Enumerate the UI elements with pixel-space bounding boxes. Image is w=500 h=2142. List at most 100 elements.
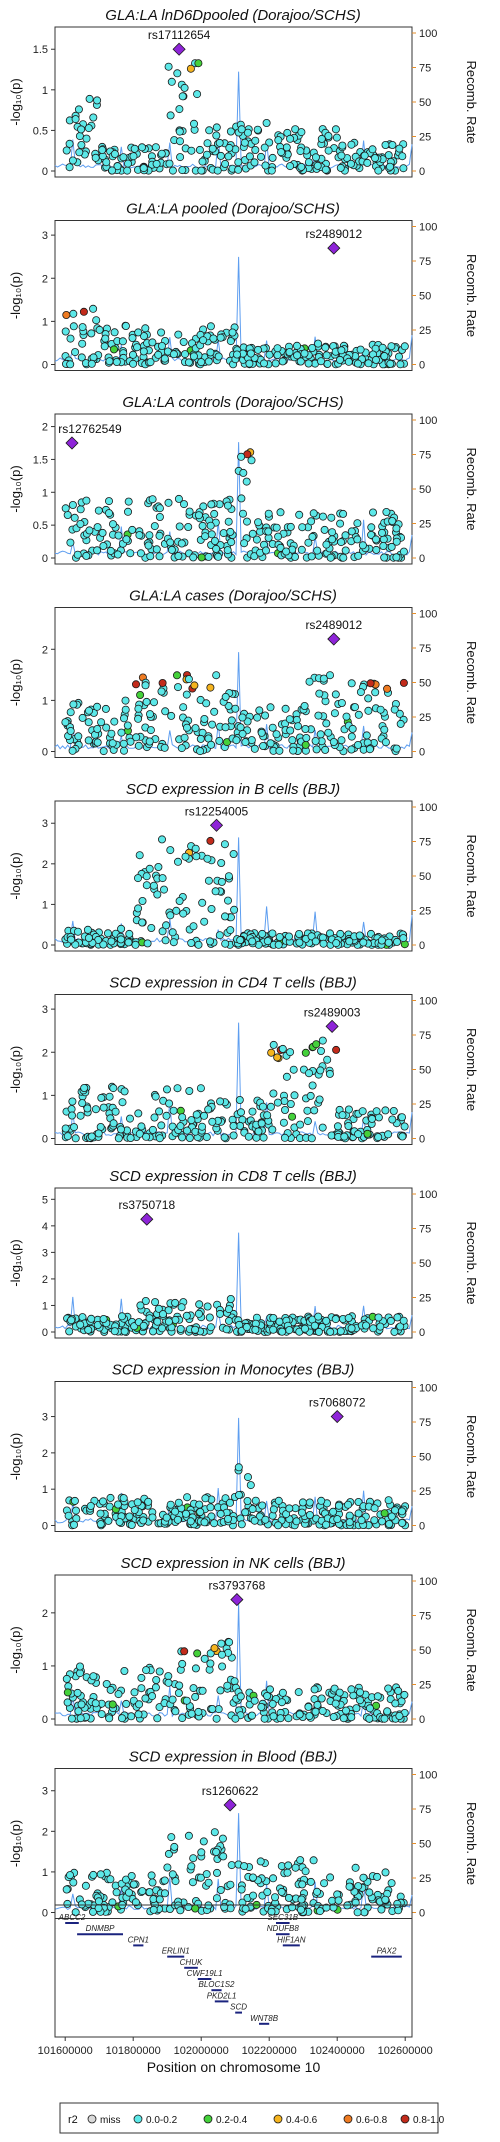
snp-point — [272, 523, 281, 532]
snp-point — [227, 716, 236, 725]
snp-point — [191, 1904, 200, 1913]
r2-legend: r2 miss 0.0-0.2 0.2-0.4 0.4-0.6 0.6-0.8 0.8-1.… — [59, 2102, 445, 2134]
gene-label: BLOC1S2 — [198, 1980, 235, 1989]
right-axis-label: Recomb. Rate — [464, 1221, 479, 1304]
snp-point — [347, 679, 356, 688]
snp-point — [167, 711, 176, 720]
snp-point — [227, 538, 236, 547]
snp-point — [102, 158, 111, 167]
snp-point — [76, 1669, 85, 1678]
snp-point — [177, 539, 186, 548]
snp-point — [212, 1894, 221, 1903]
y-tick-label: 4 — [42, 1221, 48, 1233]
snp-point — [212, 1848, 221, 1857]
snp-point — [197, 1848, 206, 1857]
snp-point — [182, 1126, 191, 1135]
right-axis-label: Recomb. Rate — [464, 1415, 479, 1498]
snp-point — [203, 854, 212, 863]
snp-point — [364, 359, 373, 368]
snp-point — [262, 119, 271, 128]
snp-point — [71, 940, 80, 949]
snp-point — [387, 1879, 396, 1888]
snp-point — [278, 1688, 287, 1697]
y-axis-label: -log₁₀(p) — [8, 272, 23, 319]
snp-point — [225, 143, 234, 152]
snp-point — [268, 1700, 277, 1709]
snp-point — [169, 350, 178, 359]
snp-point — [81, 1881, 90, 1890]
snp-point — [267, 166, 276, 175]
snp-point — [208, 1705, 217, 1714]
right-tick-label: 50 — [419, 291, 431, 303]
y-tick-label: 3 — [42, 818, 48, 830]
snp-point — [396, 1322, 405, 1331]
snp-point — [134, 714, 143, 723]
snp-point — [278, 357, 287, 366]
snp-point — [344, 1314, 353, 1323]
snp-point — [263, 1111, 272, 1120]
snp-point — [296, 147, 305, 156]
snp-point — [383, 1707, 392, 1716]
snp-point — [153, 1714, 162, 1723]
snp-point — [70, 1123, 79, 1132]
snp-point — [171, 1315, 180, 1324]
snp-point — [376, 705, 385, 714]
snp-point — [310, 1321, 319, 1330]
snp-point — [313, 546, 322, 555]
snp-point — [71, 348, 80, 357]
snp-point — [142, 872, 151, 881]
snp-point — [122, 1699, 131, 1708]
snp-point — [374, 166, 383, 175]
snp-point — [63, 1698, 72, 1707]
legend-title: r2 — [68, 2114, 78, 2126]
snp-point — [268, 723, 277, 732]
snp-point — [283, 1868, 292, 1877]
snp-point — [137, 143, 146, 152]
lead-snp-marker — [223, 1798, 237, 1812]
snp-point — [141, 1297, 150, 1306]
snp-point — [220, 912, 229, 921]
snp-point — [286, 726, 295, 735]
snp-point — [71, 115, 80, 124]
snp-point — [309, 509, 318, 518]
snp-point — [256, 152, 265, 161]
snp-point — [314, 1312, 323, 1321]
snp-point — [189, 1854, 198, 1863]
snp-point — [234, 165, 243, 174]
snp-point — [93, 738, 102, 747]
snp-point — [365, 1714, 374, 1723]
snp-point — [178, 1714, 187, 1723]
snp-point — [367, 1114, 376, 1123]
snp-point — [78, 713, 87, 722]
snp-point — [68, 1097, 77, 1106]
snp-point — [320, 525, 329, 534]
snp-point — [389, 1107, 398, 1116]
snp-point — [161, 936, 170, 945]
snp-point — [380, 725, 389, 734]
snp-point — [78, 323, 87, 332]
lead-snp-label: rs3793768 — [209, 1579, 266, 1593]
snp-point — [174, 552, 183, 561]
right-tick-label: 100 — [419, 1576, 437, 1588]
snp-point — [220, 1903, 229, 1912]
snp-point — [118, 337, 127, 346]
snp-point — [118, 1312, 127, 1321]
snp-point — [322, 351, 331, 360]
y-tick-label: 2 — [42, 1274, 48, 1286]
snp-point — [324, 131, 333, 140]
snp-point — [89, 113, 98, 122]
snp-point — [266, 739, 275, 748]
snp-point — [293, 351, 302, 360]
snp-point — [356, 688, 365, 697]
snp-point — [384, 1496, 393, 1505]
snp-point — [241, 738, 250, 747]
snp-point — [281, 704, 290, 713]
snp-point — [251, 1325, 260, 1334]
snp-point — [253, 713, 262, 722]
snp-point — [166, 111, 175, 120]
snp-point — [112, 1888, 121, 1897]
snp-point — [136, 549, 145, 558]
association-panel: SCD expression in NK cells (BBJ) 0 1 2 0 25 50… — [8, 1555, 479, 1726]
snp-point — [108, 739, 117, 748]
snp-point — [134, 328, 143, 337]
